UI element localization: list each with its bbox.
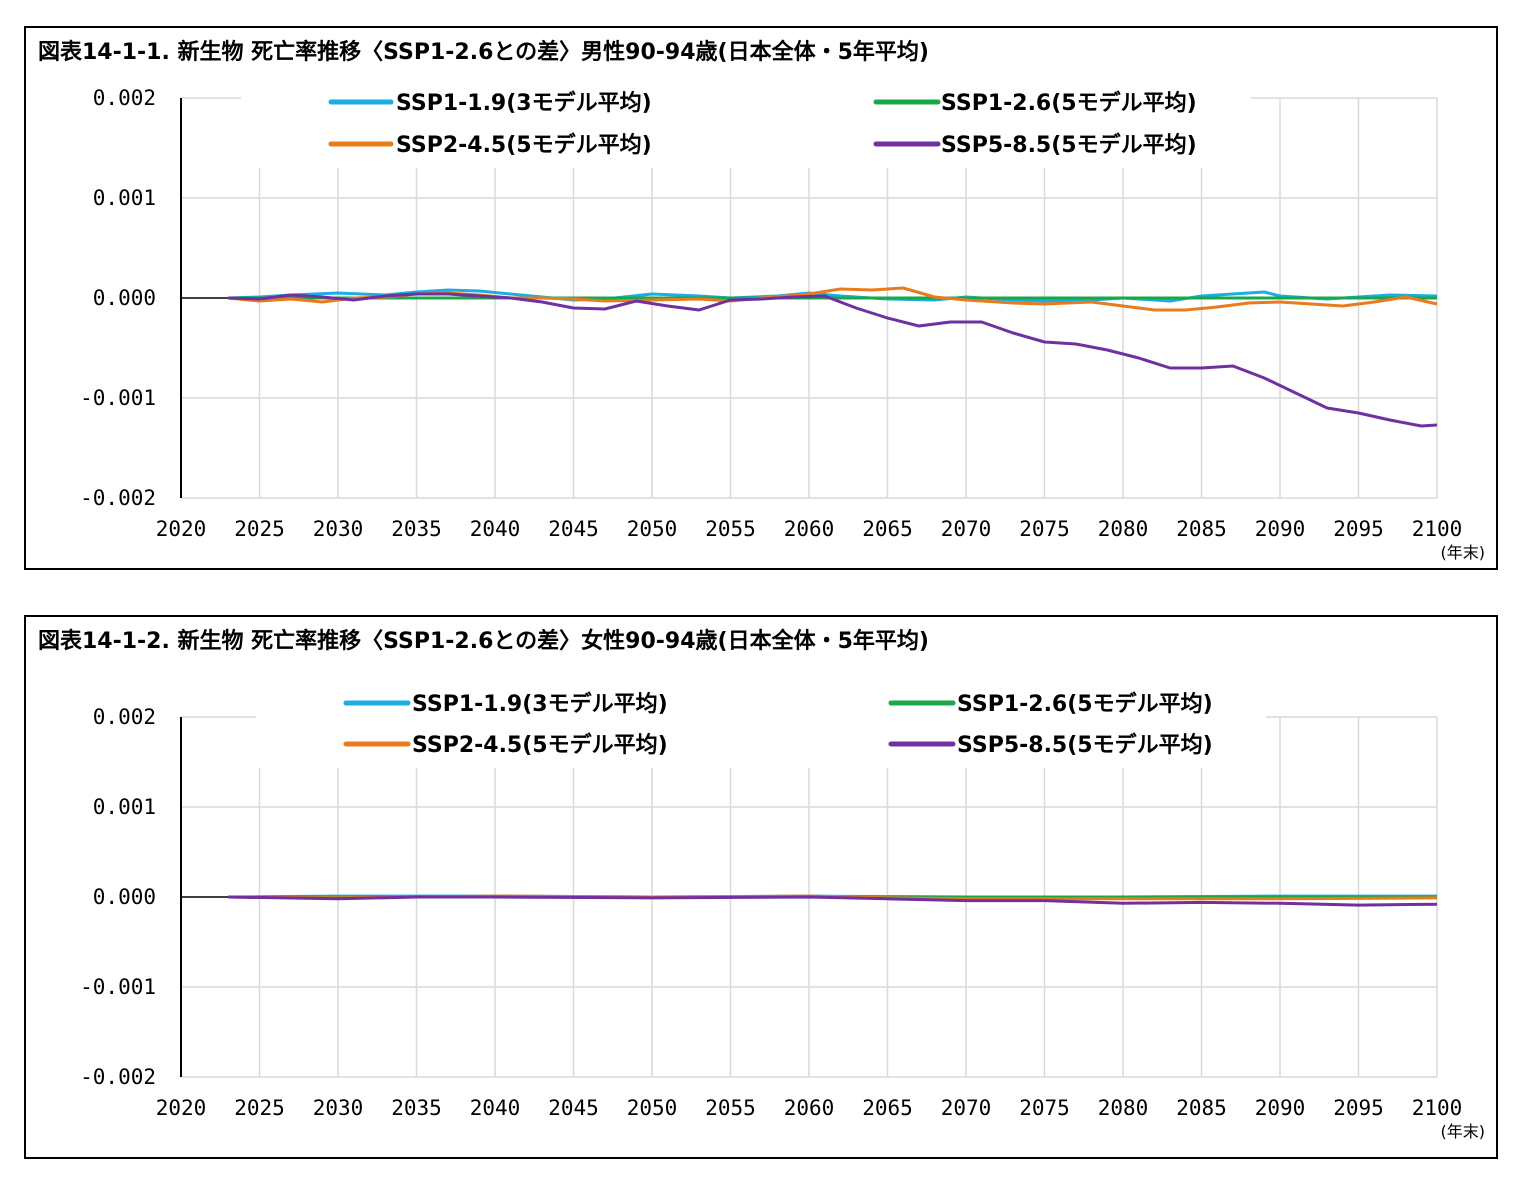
y-tick-label: -0.002 [80,486,156,510]
x-unit-label: (年末) [1441,1122,1486,1141]
y-tick-label: 0.001 [93,795,156,819]
legend-box [256,679,1266,768]
x-tick-label: 2035 [391,517,442,541]
y-tick-label: 0.000 [93,885,156,909]
x-tick-label: 2075 [1019,1096,1070,1120]
x-tick-label: 2020 [156,1096,207,1120]
x-tick-label: 2100 [1412,517,1463,541]
x-tick-label: 2095 [1333,1096,1384,1120]
x-tick-label: 2020 [156,517,207,541]
y-tick-label: 0.001 [93,186,156,210]
x-tick-label: 2050 [627,517,678,541]
x-tick-label: 2045 [548,517,599,541]
chart-title: 図表14-1-2. 新生物 死亡率推移〈SSP1-2.6との差〉女性90-94歳… [38,629,929,654]
y-tick-label: 0.000 [93,286,156,310]
series-line [228,292,1438,428]
x-tick-label: 2085 [1176,517,1227,541]
y-tick-label: 0.002 [93,705,156,729]
chart-panel-2: 図表14-1-2. 新生物 死亡率推移〈SSP1-2.6との差〉女性90-94歳… [24,615,1498,1159]
x-tick-label: 2040 [470,1096,521,1120]
x-tick-label: 2040 [470,517,521,541]
x-tick-label: 2025 [234,517,285,541]
x-tick-label: 2025 [234,1096,285,1120]
x-tick-label: 2060 [784,1096,835,1120]
x-tick-label: 2030 [313,1096,364,1120]
x-tick-label: 2055 [705,517,756,541]
x-tick-label: 2065 [862,517,913,541]
legend-label: SSP2-4.5(5モデル平均) [412,732,668,758]
x-tick-label: 2090 [1255,517,1306,541]
chart-panel-1: 図表14-1-1. 新生物 死亡率推移〈SSP1-2.6との差〉男性90-94歳… [24,26,1498,570]
x-tick-label: 2095 [1333,517,1384,541]
x-tick-label: 2060 [784,517,835,541]
x-tick-label: 2065 [862,1096,913,1120]
series-line [228,895,1438,907]
legend-box [241,78,1251,168]
x-tick-label: 2055 [705,1096,756,1120]
y-tick-label: -0.001 [80,386,156,410]
legend-label: SSP1-2.6(5モデル平均) [957,691,1213,717]
y-tick-label: -0.002 [80,1065,156,1089]
x-tick-label: 2070 [941,517,992,541]
legend-label: SSP2-4.5(5モデル平均) [396,132,652,158]
x-tick-label: 2050 [627,1096,678,1120]
chart-title: 図表14-1-1. 新生物 死亡率推移〈SSP1-2.6との差〉男性90-94歳… [38,40,929,65]
x-tick-label: 2080 [1098,517,1149,541]
x-tick-label: 2070 [941,1096,992,1120]
y-tick-label: -0.001 [80,975,156,999]
legend-label: SSP1-2.6(5モデル平均) [941,90,1197,116]
legend-label: SSP5-8.5(5モデル平均) [941,132,1197,158]
legend-label: SSP5-8.5(5モデル平均) [957,732,1213,758]
x-tick-label: 2035 [391,1096,442,1120]
x-tick-label: 2030 [313,517,364,541]
legend-label: SSP1-1.9(3モデル平均) [396,90,652,116]
x-tick-label: 2100 [1412,1096,1463,1120]
x-tick-label: 2080 [1098,1096,1149,1120]
x-tick-label: 2085 [1176,1096,1227,1120]
x-unit-label: (年末) [1441,543,1486,562]
x-tick-label: 2045 [548,1096,599,1120]
x-tick-label: 2090 [1255,1096,1306,1120]
legend-label: SSP1-1.9(3モデル平均) [412,691,668,717]
y-tick-label: 0.002 [93,86,156,110]
x-tick-label: 2075 [1019,517,1070,541]
